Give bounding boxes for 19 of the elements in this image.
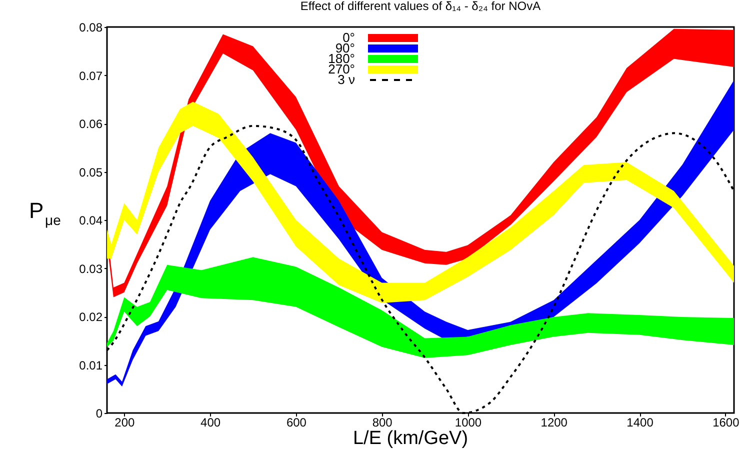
y-tick-label: 0.02 — [79, 310, 103, 324]
x-tick-label: 1600 — [712, 416, 740, 430]
x-axis-title: L/E (km/GeV) — [352, 428, 468, 449]
x-tick-label: 400 — [200, 416, 221, 430]
x-tick-label: 1400 — [626, 416, 654, 430]
y-tick-label: 0.03 — [79, 262, 103, 276]
y-tick-label: 0.08 — [79, 20, 103, 34]
x-tick-label: 1000 — [454, 416, 482, 430]
x-tick-label: 800 — [372, 416, 393, 430]
y-tick-label: 0 — [96, 406, 103, 420]
y-tick-label: 0.06 — [79, 117, 103, 131]
x-tick-label: 1200 — [540, 416, 568, 430]
x-tick-label: 200 — [114, 416, 136, 430]
y-tick-label: 0.05 — [79, 165, 103, 180]
x-tick-label: 600 — [286, 416, 307, 430]
y-tick-label: 0.01 — [79, 358, 103, 372]
y-tick-label: 0.07 — [79, 68, 103, 83]
chart-title: Effect of different values of δ₁₄ - δ₂₄ for NOvA — [300, 0, 541, 13]
y-tick-label: 0.04 — [79, 214, 103, 228]
